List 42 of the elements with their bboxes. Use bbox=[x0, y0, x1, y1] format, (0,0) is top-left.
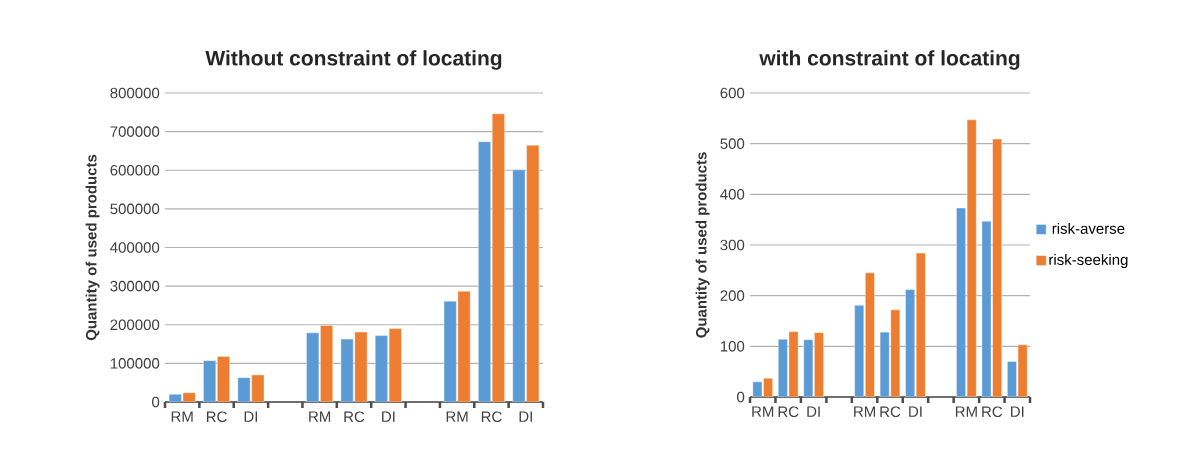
y-tick-label: 0 bbox=[152, 396, 160, 408]
x-tick-label: RC bbox=[206, 411, 227, 423]
x-tick-label: RM bbox=[854, 406, 875, 417]
y-tick-label: 200 bbox=[720, 290, 745, 301]
y-tick-label: 600 bbox=[720, 87, 745, 99]
x-tick-label: RM bbox=[309, 411, 331, 422]
y-tick-label: 300000 bbox=[110, 280, 160, 292]
y-tick-label: 400000 bbox=[110, 242, 160, 253]
x-tick-label: RC bbox=[778, 406, 799, 418]
y-tick-label: 100 bbox=[720, 341, 745, 352]
x-tick-label: RC bbox=[880, 406, 901, 418]
y-tick-label: 800000 bbox=[110, 87, 160, 99]
x-tick-label: DI bbox=[807, 406, 820, 417]
y-tick-label: 300 bbox=[720, 239, 745, 251]
y-axis-title: Quantity of used products bbox=[695, 152, 710, 338]
x-tick-label: RC bbox=[481, 411, 502, 423]
y-tick-label: 600000 bbox=[110, 164, 160, 176]
y-tick-label: 400 bbox=[720, 189, 745, 200]
y-tick-label: 500 bbox=[720, 138, 745, 149]
x-tick-label: DI bbox=[909, 406, 922, 417]
bar bbox=[237, 377, 251, 402]
legend-label: risk-seeking bbox=[1049, 253, 1128, 268]
x-tick-label: RM bbox=[171, 411, 193, 422]
bar bbox=[457, 290, 471, 402]
x-tick-label: RM bbox=[752, 406, 774, 417]
y-axis-title: Quantity of used products bbox=[85, 154, 100, 341]
x-tick-label: DI bbox=[382, 411, 395, 422]
y-tick-label: 700000 bbox=[110, 126, 160, 137]
chart-title: Without constraint of locating bbox=[205, 50, 502, 70]
x-tick-label: RM bbox=[955, 406, 977, 417]
x-tick-label: RM bbox=[446, 411, 468, 422]
x-tick-label: RC bbox=[982, 406, 1003, 418]
x-tick-label: RC bbox=[344, 411, 365, 423]
y-tick-label: 0 bbox=[737, 391, 745, 403]
x-tick-label: DI bbox=[1011, 406, 1024, 417]
y-tick-label: 100000 bbox=[110, 358, 160, 369]
legend-label: risk-averse bbox=[1052, 222, 1125, 234]
y-tick-label: 200000 bbox=[110, 319, 160, 331]
x-tick-label: DI bbox=[519, 411, 532, 422]
x-tick-label: DI bbox=[244, 411, 258, 422]
y-tick-label: 500000 bbox=[110, 203, 160, 215]
chart-title: with constraint of locating bbox=[759, 50, 1020, 70]
